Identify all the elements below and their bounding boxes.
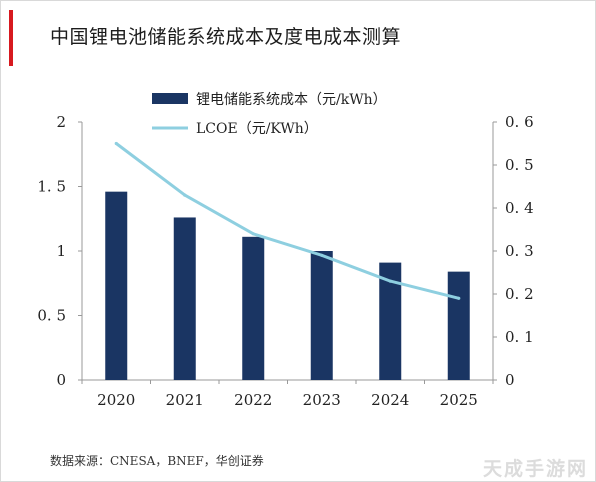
right-tick-label: 0. 4	[505, 199, 534, 217]
x-tick-label: 2020	[97, 391, 135, 409]
lcoe-point	[457, 296, 461, 300]
line-series	[114, 141, 461, 300]
x-tick-label: 2022	[234, 391, 272, 409]
chart-legend: 锂电储能系统成本（元/kWh） LCOE（元/KWh）	[152, 92, 387, 137]
lcoe-point	[320, 253, 324, 257]
right-tick-label: 0. 3	[505, 242, 534, 260]
bar	[447, 271, 470, 380]
x-tick-label: 2023	[303, 391, 341, 409]
legend-label-bar: 锂电储能系统成本（元/kWh）	[196, 92, 387, 108]
x-tick-label: 2025	[440, 391, 478, 409]
lcoe-point	[388, 279, 392, 283]
right-tick-label: 0. 6	[505, 113, 534, 131]
chart-axes: 0 0. 5 1 1. 5 2 0 0. 1 0. 2 0. 3 0. 4 0. 5 0. 6 2020…	[37, 113, 533, 409]
bar	[105, 191, 128, 380]
bar-series	[105, 191, 470, 380]
x-tick-label: 2024	[371, 391, 409, 409]
lcoe-line	[115, 142, 460, 300]
lcoe-point	[251, 232, 255, 236]
left-tick-label: 1. 5	[37, 178, 66, 196]
left-tick-label: 0. 5	[37, 307, 66, 325]
right-tick-label: 0. 1	[505, 328, 534, 346]
left-tick-label: 2	[56, 113, 66, 131]
data-source-note: 数据来源：CNESA，BNEF，华创证券	[50, 454, 264, 468]
bar	[173, 217, 196, 380]
x-tick-label: 2021	[166, 391, 204, 409]
left-tick-label: 1	[56, 242, 66, 260]
left-tick-label: 0	[56, 371, 66, 389]
right-tick-label: 0. 5	[505, 156, 534, 174]
title-accent-bar	[9, 10, 13, 66]
watermark: 天成手游网	[482, 458, 588, 480]
page-title: 中国锂电池储能系统成本及度电成本测算	[50, 26, 402, 48]
lcoe-point	[114, 141, 118, 146]
bar	[310, 251, 333, 380]
right-tick-label: 0	[505, 371, 515, 389]
legend-label-line: LCOE（元/KWh）	[196, 121, 318, 137]
bar	[379, 262, 402, 380]
bar	[242, 236, 265, 380]
lcoe-point	[183, 193, 187, 197]
right-tick-label: 0. 2	[505, 285, 534, 303]
legend-swatch-bar	[152, 93, 188, 104]
